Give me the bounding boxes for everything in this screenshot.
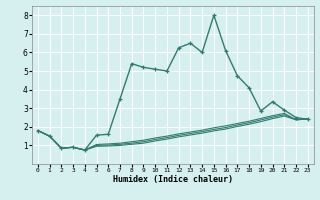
X-axis label: Humidex (Indice chaleur): Humidex (Indice chaleur) [113, 175, 233, 184]
